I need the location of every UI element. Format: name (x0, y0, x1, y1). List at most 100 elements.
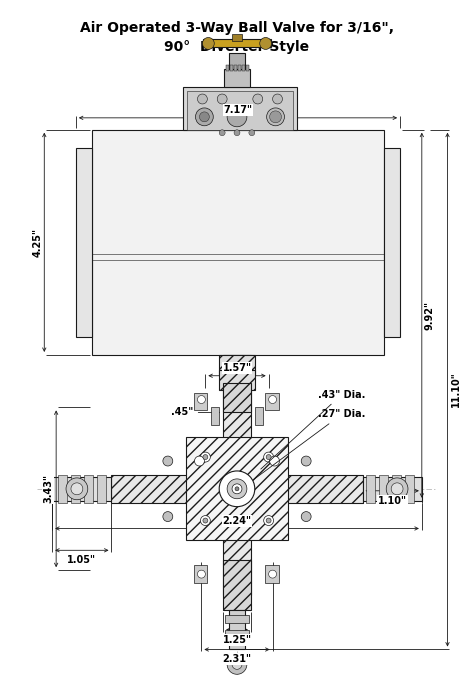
Text: 1.25": 1.25" (222, 635, 252, 645)
Circle shape (270, 456, 280, 466)
Text: 1.57": 1.57" (222, 363, 252, 372)
Circle shape (194, 456, 204, 466)
Text: 3.43": 3.43" (43, 474, 53, 504)
Bar (219, 370, 255, 390)
Bar (76, 147, 92, 337)
Bar (223, 560, 251, 610)
Circle shape (232, 484, 242, 494)
Circle shape (249, 130, 255, 136)
Bar (229, 610, 245, 650)
Bar (264, 392, 279, 410)
Circle shape (201, 516, 210, 525)
Circle shape (227, 107, 247, 127)
Circle shape (198, 570, 205, 578)
Circle shape (219, 471, 255, 507)
Bar (182, 87, 297, 130)
Bar (193, 565, 207, 583)
Circle shape (202, 38, 214, 49)
Bar (255, 407, 263, 425)
Circle shape (270, 111, 282, 123)
Bar (193, 392, 207, 410)
Circle shape (267, 108, 284, 126)
Bar (366, 475, 375, 503)
Circle shape (203, 518, 208, 523)
Circle shape (203, 455, 208, 460)
Circle shape (301, 512, 311, 521)
Circle shape (201, 452, 210, 462)
Text: 2.31": 2.31" (222, 654, 252, 665)
Bar (92, 130, 384, 355)
Circle shape (301, 456, 311, 466)
Circle shape (66, 478, 88, 499)
Bar (111, 475, 363, 503)
Bar (219, 355, 255, 375)
Bar (226, 65, 229, 71)
Circle shape (217, 94, 227, 104)
Text: .27" Dia.: .27" Dia. (254, 410, 365, 480)
Bar (224, 69, 250, 87)
Text: .43" Dia.: .43" Dia. (261, 390, 365, 469)
Text: 4.25": 4.25" (32, 228, 42, 257)
Bar (187, 91, 293, 130)
Bar (58, 475, 67, 503)
Circle shape (198, 94, 207, 104)
Circle shape (195, 108, 213, 126)
Circle shape (253, 94, 263, 104)
Bar (392, 475, 401, 503)
Circle shape (219, 130, 225, 136)
Circle shape (232, 659, 242, 670)
Circle shape (198, 396, 205, 403)
Circle shape (266, 518, 271, 523)
Circle shape (269, 570, 276, 578)
Bar (405, 475, 414, 503)
Circle shape (264, 516, 273, 525)
Text: 1.05": 1.05" (67, 555, 96, 565)
Circle shape (235, 487, 239, 490)
Bar (71, 475, 80, 503)
Bar (384, 147, 400, 337)
Bar (225, 630, 249, 637)
Bar (264, 565, 279, 583)
Bar (211, 407, 219, 425)
Text: 2.24": 2.24" (222, 516, 252, 525)
Bar (246, 65, 249, 71)
Bar (229, 54, 245, 69)
Text: 1.10": 1.10" (378, 496, 407, 506)
Circle shape (391, 483, 403, 495)
Text: 90°  Diverter Style: 90° Diverter Style (164, 40, 310, 54)
Bar (225, 615, 249, 623)
Circle shape (234, 130, 240, 136)
Text: .45": .45" (171, 407, 193, 418)
Bar (379, 475, 388, 503)
Bar (223, 383, 251, 412)
Text: 7.17": 7.17" (223, 105, 253, 115)
Circle shape (260, 38, 272, 49)
Circle shape (71, 483, 83, 495)
Circle shape (386, 478, 408, 499)
Circle shape (227, 654, 247, 674)
Text: 11.10": 11.10" (451, 372, 461, 407)
Bar (97, 475, 106, 503)
Bar (363, 477, 422, 501)
Text: Air Operated 3-Way Ball Valve for 3/16",: Air Operated 3-Way Ball Valve for 3/16", (80, 21, 394, 34)
Bar (186, 437, 288, 541)
Text: 9.92": 9.92" (425, 300, 435, 330)
Bar (238, 65, 241, 71)
Circle shape (264, 452, 273, 462)
Bar (223, 355, 251, 390)
Circle shape (163, 456, 173, 466)
Bar (203, 40, 271, 47)
Circle shape (266, 455, 271, 460)
Bar (52, 477, 111, 501)
Bar (242, 65, 245, 71)
Bar (84, 475, 93, 503)
Bar (223, 383, 251, 595)
Bar (234, 65, 237, 71)
Circle shape (163, 512, 173, 521)
Circle shape (200, 112, 210, 122)
Circle shape (273, 94, 283, 104)
Bar (230, 65, 233, 71)
Circle shape (269, 396, 276, 403)
Bar (232, 34, 242, 41)
Circle shape (227, 479, 247, 499)
